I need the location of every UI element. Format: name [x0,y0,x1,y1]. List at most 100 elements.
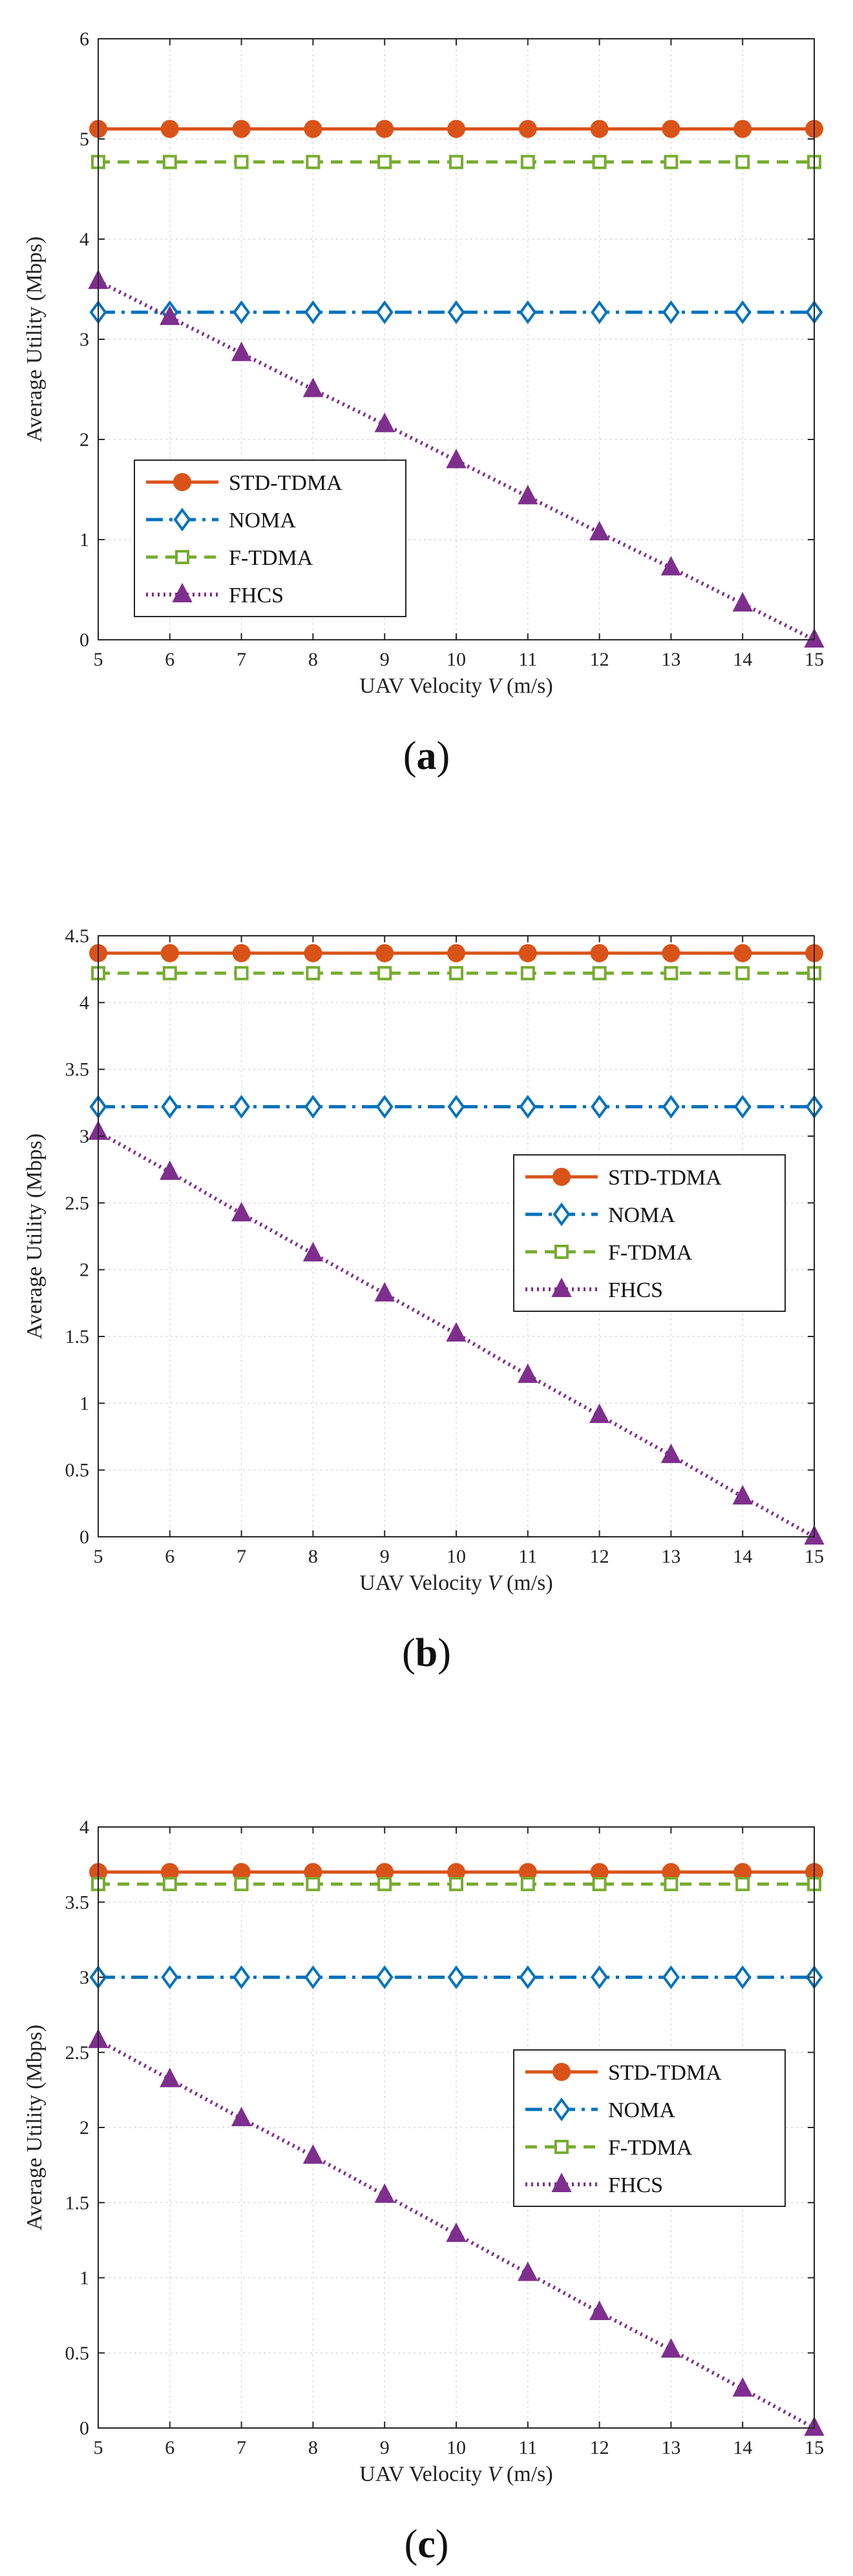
data-point [162,154,177,169]
data-point [662,1095,680,1119]
data-point [735,154,750,169]
x-tick-label: 15 [805,2437,824,2458]
y-tick-label: 3 [79,1126,89,1147]
x-tick-label: 6 [165,649,174,670]
data-point [231,1201,252,1221]
y-tick-label: 1 [79,1393,89,1414]
x-tick-label: 6 [165,1546,174,1567]
legend-label: F-TDMA [229,546,313,570]
x-tick-label: 8 [308,2437,318,2458]
legend-marker [175,550,189,564]
legend-label: STD-TDMA [229,471,342,495]
y-tick-label: 0 [79,2418,89,2439]
data-point [304,120,322,138]
data-point [233,1095,251,1119]
legend: STD-TDMA NOMA F-TDMA FHCS [513,1154,786,1312]
y-tick-label: 2.5 [65,2042,90,2064]
data-point [733,300,752,324]
legend-label: F-TDMA [608,1241,693,1265]
data-point [304,944,322,962]
y-axis-label: Average Utility (Mbps) [23,237,47,443]
data-point [160,1160,180,1180]
data-point [377,154,392,169]
data-point [735,966,750,980]
data-point [518,120,537,138]
data-point [446,2222,467,2243]
series-std-tdma [89,944,823,962]
x-tick-label: 12 [590,649,609,670]
data-point [375,300,394,324]
x-axis-label: UAV Velocity V (m/s) [359,674,553,698]
data-point [589,520,610,541]
data-point [160,2067,180,2087]
data-point [664,1877,679,1892]
data-point [732,592,753,612]
series-f-tdma [91,154,821,169]
data-point [232,944,251,962]
y-axis-label: Average Utility (Mbps) [23,2025,47,2231]
data-point [733,120,752,138]
data-point [519,300,537,324]
data-point [304,1095,322,1119]
x-tick-label: 6 [165,2437,174,2458]
series-std-tdma [89,120,823,138]
legend-entry-f-tdma: F-TDMA [146,546,313,570]
x-tick-label: 7 [237,2437,246,2458]
data-point [518,1363,538,1383]
x-tick-label: 13 [661,2437,680,2458]
data-point [589,2300,610,2320]
data-point [449,1877,463,1892]
data-point [447,1965,465,1989]
data-point [377,1877,392,1892]
y-tick-label: 1 [79,529,89,551]
data-point [374,1282,395,1302]
y-tick-label: 3 [79,1967,89,1989]
legend-marker [172,582,193,602]
panel-caption: (a) [403,734,450,778]
data-point [302,1241,324,1262]
x-axis-label: UAV Velocity V (m/s) [359,1571,553,1595]
x-tick-label: 10 [447,649,466,670]
x-tick-label: 9 [380,2437,390,2458]
data-point [447,1095,465,1119]
data-point [446,1322,467,1342]
legend-label: NOMA [608,1203,675,1227]
x-tick-label: 14 [733,2437,752,2458]
legend-marker [551,1277,572,1297]
data-point [519,1965,537,1989]
data-point [518,944,537,962]
legend-marker [173,473,191,491]
data-point [374,2183,395,2203]
data-point [591,300,609,324]
data-point [589,1403,610,1423]
x-tick-label: 5 [94,2437,103,2458]
data-point [519,1095,537,1119]
series-std-tdma [89,1863,823,1881]
data-point [735,1877,750,1892]
data-point [520,154,535,169]
y-tick-label: 2 [79,1260,89,1281]
data-point [662,944,680,962]
data-point [232,120,251,138]
data-point [520,1877,535,1892]
y-tick-label: 5 [79,129,89,150]
data-point [592,154,607,169]
legend-entry-noma: NOMA [525,2097,675,2122]
data-point [449,154,463,169]
x-tick-label: 14 [733,1546,752,1567]
data-point [231,2106,252,2127]
y-tick-label: 1 [79,2268,89,2289]
x-axis-label: UAV Velocity V (m/s) [359,2462,553,2486]
data-point [304,300,322,324]
legend-entry-noma: NOMA [525,1202,675,1227]
x-tick-label: 10 [447,2437,466,2458]
ticks: 5 6 7 8 9 10 11 12 13 14 15 0 0.5 1 1.5 2 2.5 3 3.5 4 [65,1817,825,2458]
x-tick-label: 11 [518,649,537,670]
x-tick-label: 10 [447,1546,466,1567]
x-tick-label: 9 [380,649,390,670]
data-point [660,1443,682,1463]
data-point [160,120,179,138]
x-tick-label: 14 [733,649,752,670]
data-point [447,300,465,324]
